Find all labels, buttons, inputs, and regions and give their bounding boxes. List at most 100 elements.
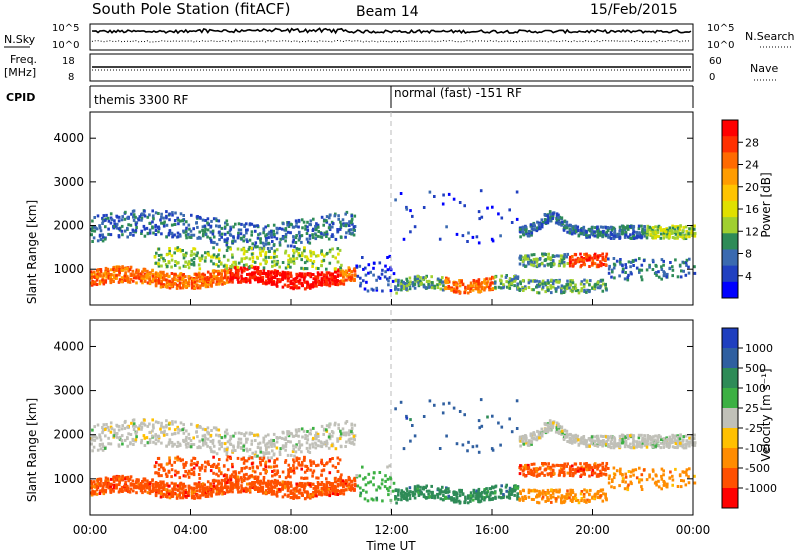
velocity-echo-cell: [237, 478, 240, 482]
velocity-echo-cell: [115, 432, 119, 435]
velocity-echo-cell: [118, 483, 121, 487]
velocity-echo-cell: [102, 423, 106, 427]
power-echo-cell: [594, 255, 597, 259]
power-echo-cell: [181, 219, 184, 223]
velocity-echo-cell: [218, 447, 221, 451]
power-echo-cell: [386, 277, 389, 281]
power-echo-cell: [632, 259, 635, 263]
power-echo-cell: [515, 217, 519, 221]
power-echo-cell: [140, 274, 144, 278]
velocity-echo-cell: [289, 481, 293, 485]
power-echo-cell: [295, 256, 299, 260]
power-echo-cell: [580, 263, 583, 267]
power-echo-cell: [236, 277, 240, 281]
velocity-echo-cell: [405, 416, 409, 420]
power-echo-cell: [182, 273, 185, 276]
power-echo-cell: [372, 288, 375, 292]
velocity-echo-cell: [90, 486, 93, 490]
velocity-echo-cell: [445, 488, 448, 491]
velocity-echo-cell: [384, 474, 387, 478]
power-echo-cell: [587, 228, 591, 232]
power-echo-cell: [583, 263, 586, 267]
power-echo-cell: [196, 283, 199, 287]
power-echo-cell: [572, 226, 575, 230]
velocity-echo-cell: [348, 482, 351, 486]
power-echo-cell: [101, 235, 105, 239]
velocity-echo-cell: [237, 471, 241, 475]
power-echo-cell: [651, 268, 655, 271]
velocity-echo-cell: [181, 458, 184, 462]
freq-unit-label: [MHz]: [4, 66, 36, 79]
velocity-echo-cell: [251, 469, 255, 473]
velocity-echo-cell: [90, 491, 93, 495]
velocity-echo-cell: [239, 446, 243, 450]
power-echo-cell: [605, 252, 609, 256]
power-echo-cell: [685, 235, 688, 239]
velocity-echo-cell: [383, 485, 387, 489]
velocity-echo-cell: [90, 479, 93, 483]
power-echo-cell: [334, 282, 338, 286]
velocity-echo-cell: [91, 489, 94, 493]
power-echo-cell: [101, 239, 105, 243]
power-echo-cell: [300, 258, 303, 262]
power-echo-cell: [181, 249, 184, 252]
power-echo-cell: [571, 262, 575, 266]
power-echo-cell: [217, 270, 221, 274]
power-echo-cell: [646, 227, 649, 231]
power-echo-cell: [298, 247, 301, 251]
power-echo-cell: [547, 281, 550, 285]
power-echo-cell: [673, 228, 677, 232]
velocity-echo-cell: [212, 471, 215, 475]
power-echo-cell: [306, 257, 310, 261]
power-echo-cell: [442, 193, 445, 197]
power-echo-cell: [447, 277, 450, 281]
power-echo-cell: [176, 235, 180, 239]
power-echo-cell: [290, 244, 293, 248]
velocity-echo-cell: [458, 494, 462, 498]
power-echo-cell: [240, 248, 243, 252]
power-echo-cell: [679, 224, 682, 228]
velocity-echo-cell: [363, 497, 367, 501]
velocity-echo-cell: [113, 434, 116, 438]
power-echo-cell: [676, 230, 679, 234]
power-echo-cell: [212, 262, 215, 266]
velocity-echo-cell: [181, 496, 185, 500]
power-echo-cell: [173, 251, 176, 255]
power-echo-cell: [295, 224, 298, 228]
power-echo-cell: [552, 279, 556, 283]
velocity-echo-cell: [320, 486, 324, 490]
power-echo-cell: [218, 238, 221, 242]
power-echo-cell: [353, 273, 357, 277]
power-echo-cell: [513, 284, 516, 288]
power-echo-cell: [300, 218, 304, 222]
velocity-echo-cell: [105, 482, 108, 486]
power-echo-cell: [113, 276, 116, 280]
power-echo-cell: [514, 276, 517, 280]
power-echo-cell: [157, 225, 160, 229]
velocity-echo-cell: [197, 482, 201, 486]
velocity-echo-cell: [165, 491, 169, 494]
velocity-echo-cell: [153, 465, 157, 469]
power-echo-cell: [320, 215, 324, 219]
velocity-echo-cell: [282, 431, 285, 435]
power-echo-cell: [295, 247, 299, 251]
power-echo-cell: [279, 273, 282, 277]
velocity-echo-cell: [143, 423, 147, 427]
power-echo-cell: [554, 289, 558, 293]
velocity-echo-cell: [140, 425, 144, 429]
velocity-echo-cell: [442, 490, 445, 494]
power-echo-cell: [690, 231, 694, 234]
velocity-echo-cell: [151, 487, 155, 491]
power-echo-cell: [395, 291, 398, 295]
power-echo-cell: [171, 235, 174, 239]
velocity-echo-cell: [336, 484, 340, 488]
velocity-echo-cell: [364, 483, 368, 487]
velocity-echo-cell: [229, 434, 232, 438]
power-echo-cell: [314, 281, 318, 285]
velocity-echo-cell: [184, 463, 187, 467]
velocity-echo-cell: [143, 444, 147, 447]
power-echo-cell: [657, 235, 660, 238]
velocity-echo-cell: [317, 463, 320, 467]
velocity-echo-cell: [184, 494, 187, 498]
power-echo-cell: [584, 255, 588, 259]
